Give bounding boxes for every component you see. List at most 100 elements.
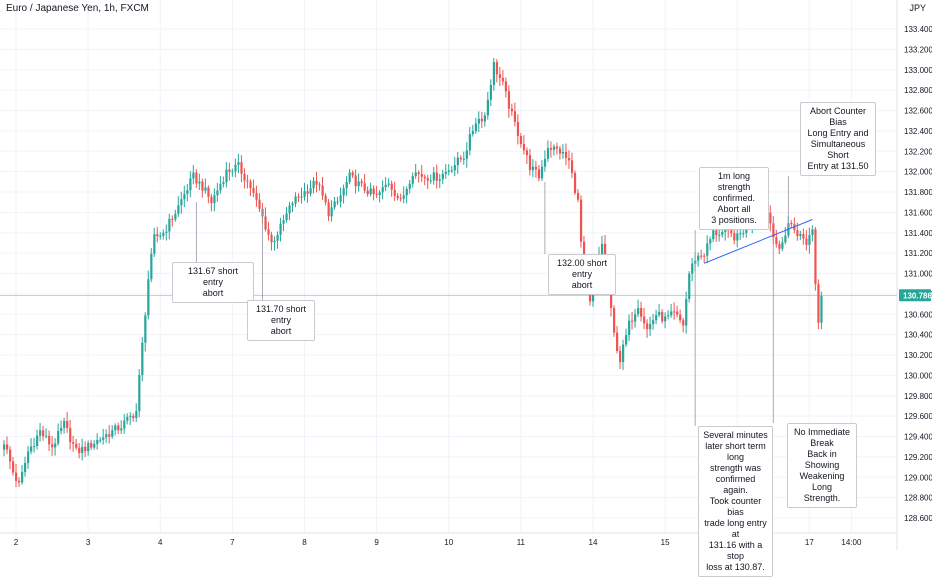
candle-body: [318, 184, 321, 186]
candle-body: [69, 427, 72, 443]
price-tick-label: 132.600: [904, 107, 932, 116]
candle-body: [558, 148, 562, 154]
candle-body: [102, 437, 105, 440]
candle-body: [231, 171, 234, 173]
annotation-note[interactable]: 131.70 short entry abort: [247, 300, 315, 341]
candle-body: [504, 81, 508, 92]
candle-body: [435, 172, 438, 181]
candle-body: [129, 415, 132, 417]
candle-body: [186, 190, 189, 194]
candle-body: [688, 273, 691, 299]
candle-body: [297, 196, 300, 198]
candle-body: [399, 198, 402, 200]
candle-body: [384, 184, 387, 188]
candle-body: [619, 350, 622, 363]
candle-body: [321, 185, 324, 196]
candle-body: [474, 123, 477, 132]
time-tick-label: 15: [661, 538, 670, 547]
candle-body: [300, 196, 303, 198]
annotation-note[interactable]: 132.00 short entry abort: [548, 254, 616, 295]
trendline-segment: [703, 219, 813, 264]
candle-body: [249, 181, 252, 189]
candle-body: [459, 157, 462, 160]
candle-body: [351, 172, 354, 176]
candle-body: [339, 195, 342, 202]
chart-title: Euro / Japanese Yen, 1h, FXCM: [6, 3, 149, 14]
price-tick-label: 131.600: [904, 208, 932, 217]
annotation-note[interactable]: 131.67 short entry abort: [172, 262, 254, 303]
candle-body: [315, 180, 318, 185]
candle-body: [808, 235, 811, 245]
candle-body: [640, 308, 643, 317]
annotation-note[interactable]: Several minutes later short term long st…: [698, 426, 773, 577]
candle-body: [189, 178, 192, 191]
candle-body: [492, 62, 496, 85]
candle-body: [658, 311, 661, 316]
annotation-note[interactable]: 1m long strength confirmed. Abort all 3 …: [699, 167, 769, 230]
annotation-note[interactable]: Abort Counter Bias Long Entry and Simult…: [800, 102, 876, 176]
candle-body: [628, 320, 631, 336]
candle-body: [646, 323, 649, 330]
candle-body: [790, 223, 793, 225]
candle-body: [174, 213, 177, 220]
candle-body: [613, 307, 616, 333]
candle-body: [66, 420, 69, 428]
price-axis[interactable]: 133.400 133.200 133.000 132.800 132.600 132.4…: [896, 0, 932, 550]
candle-body: [588, 290, 592, 302]
candle-body: [447, 170, 450, 172]
candle-body: [396, 195, 399, 199]
candle-body: [75, 443, 78, 448]
candle-body: [159, 235, 162, 237]
annotation-note[interactable]: No Immediate Break Back in Showing Weake…: [787, 423, 857, 508]
candle-body: [210, 196, 213, 204]
candle-body: [90, 442, 93, 448]
candlestick-series: [3, 57, 823, 488]
candle-body: [381, 187, 384, 193]
candle-body: [432, 172, 435, 181]
candle-body: [21, 471, 24, 483]
candle-body: [108, 434, 111, 437]
candle-body: [45, 435, 48, 437]
candle-body: [363, 183, 366, 191]
currency-label: JPY: [909, 3, 926, 13]
price-tick-label: 132.000: [904, 168, 932, 177]
candle-body: [450, 170, 453, 172]
candle-body: [12, 461, 15, 473]
candle-body: [288, 205, 291, 214]
candle-body: [814, 229, 817, 285]
candle-body: [348, 172, 351, 182]
candle-body: [480, 118, 483, 122]
candle-body: [444, 171, 447, 174]
candle-body: [51, 444, 54, 448]
candle-body: [742, 233, 745, 235]
price-tick-label: 133.200: [904, 45, 932, 54]
candle-body: [105, 434, 108, 438]
candle-body: [57, 431, 60, 444]
candle-body: [408, 183, 411, 189]
price-tick-label: 129.600: [904, 412, 932, 421]
candle-body: [93, 444, 96, 448]
candle-body: [150, 253, 153, 280]
candle-body: [525, 150, 529, 156]
candle-body: [168, 218, 171, 232]
candle-body: [414, 172, 417, 177]
candle-body: [570, 160, 574, 173]
candle-body: [555, 146, 559, 149]
candle-body: [733, 233, 736, 241]
candle-body: [141, 342, 144, 376]
candle-body: [616, 332, 619, 351]
trendline[interactable]: [703, 219, 813, 264]
price-tick-label: 131.200: [904, 249, 932, 258]
price-tick-label: 131.400: [904, 229, 932, 238]
candle-body: [333, 201, 336, 208]
candle-body: [327, 202, 330, 217]
candle-body: [177, 205, 180, 214]
candle-body: [375, 194, 378, 196]
candle-body: [531, 166, 535, 171]
candle-body: [685, 298, 688, 326]
candle-body: [462, 158, 465, 160]
time-tick-label: 14:00: [841, 538, 862, 547]
candle-body: [72, 442, 75, 444]
candle-body: [36, 435, 39, 446]
candle-body: [270, 234, 273, 243]
